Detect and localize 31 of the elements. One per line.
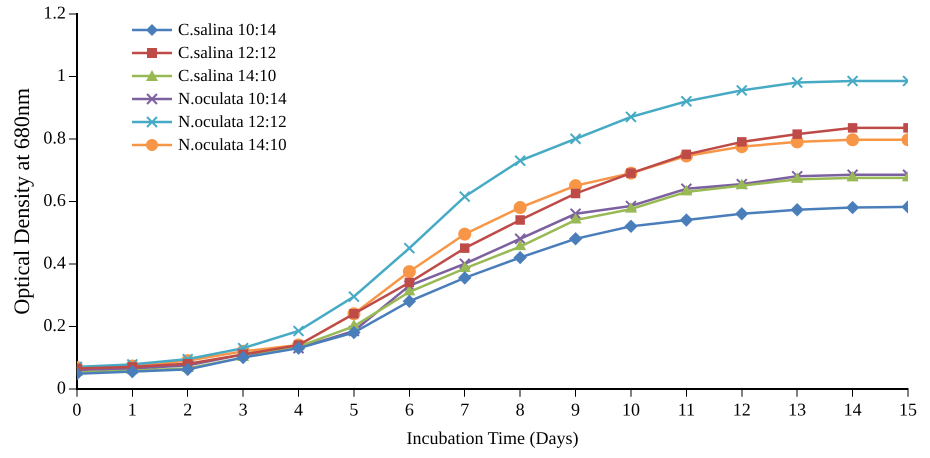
x-tick-label: 7 xyxy=(460,399,470,420)
y-tick-label: 0 xyxy=(56,378,66,398)
y-tick-label: 1 xyxy=(56,65,66,86)
legend-label: C.salina 14:10 xyxy=(178,65,276,87)
x-tick-label: 6 xyxy=(404,399,414,420)
legend-label: N.oculata 12:12 xyxy=(178,111,287,133)
x-tick-label: 1 xyxy=(128,399,137,420)
x-tick-label: 10 xyxy=(622,399,640,420)
legend-label: N.oculata 14:10 xyxy=(178,134,287,156)
y-tick-label: 1.2 xyxy=(43,2,66,23)
x-tick-label: 5 xyxy=(349,399,358,420)
x-axis-title: Incubation Time (Days) xyxy=(406,428,578,448)
x-tick-label: 0 xyxy=(72,399,82,420)
y-axis-title: Optical Density at 680nm xyxy=(8,88,34,315)
legend-label: N.oculata 10:14 xyxy=(178,88,287,110)
y-tick-label: 0.4 xyxy=(43,252,66,273)
x-tick-label: 11 xyxy=(678,399,696,420)
x-tick-label: 14 xyxy=(844,399,862,420)
y-tick-label: 0.6 xyxy=(43,190,66,210)
x-tick-label: 3 xyxy=(238,399,248,420)
x-tick-label: 8 xyxy=(516,399,525,420)
x-tick-label: 9 xyxy=(571,399,580,420)
legend-label: C.salina 12:12 xyxy=(178,42,276,64)
y-tick-label: 0.8 xyxy=(43,128,66,148)
x-tick-label: 2 xyxy=(183,399,192,420)
y-tick-label: 0.2 xyxy=(43,315,66,336)
x-tick-label: 13 xyxy=(788,399,806,420)
x-tick-label: 4 xyxy=(294,399,304,420)
legend-label: C.salina 10:14 xyxy=(178,19,276,41)
x-tick-label: 15 xyxy=(899,399,917,420)
x-tick-label: 12 xyxy=(732,399,751,420)
